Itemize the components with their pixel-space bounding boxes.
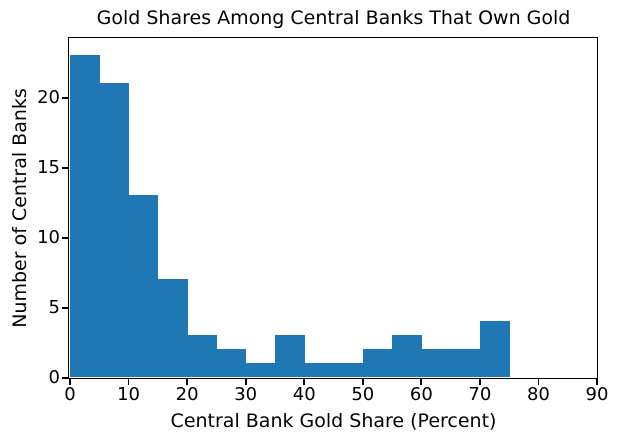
histogram-bar [479, 321, 510, 377]
x-axis-tick [420, 379, 423, 385]
x-axis-tick-label: 90 [585, 384, 609, 405]
histogram-bar [70, 55, 100, 377]
x-axis-tick [596, 379, 598, 385]
histogram-bar [99, 83, 130, 377]
y-axis-tick [61, 377, 69, 379]
x-axis-tick [69, 379, 71, 385]
histogram-bar [392, 335, 422, 377]
plot-area [70, 39, 597, 377]
y-axis-tick-label: 20 [37, 87, 60, 109]
histogram-bar [187, 335, 217, 377]
x-axis-tick-label: 0 [64, 384, 76, 405]
x-axis-tick-label: 60 [409, 384, 433, 405]
x-axis-tick [361, 379, 364, 385]
histogram-bar [362, 349, 393, 377]
x-axis-tick [127, 379, 130, 385]
x-axis-tick [303, 379, 306, 385]
histogram-bar [333, 363, 364, 377]
histogram-bar [128, 195, 159, 377]
y-axis-tick [61, 237, 69, 239]
x-axis-tick [478, 379, 481, 385]
chart-title: Gold Shares Among Central Banks That Own… [96, 7, 571, 29]
y-axis-tick-label: 0 [48, 367, 60, 388]
histogram-bar [450, 349, 481, 377]
histogram-bar [421, 349, 452, 377]
y-axis-tick [61, 167, 69, 169]
x-axis-tick-label: 30 [234, 384, 258, 405]
x-axis-tick-label: 40 [292, 384, 316, 405]
histogram-bar [157, 279, 188, 377]
x-axis-label: Central Bank Gold Share (Percent) [170, 410, 497, 432]
histogram-bar [216, 349, 247, 377]
y-axis-tick-label: 10 [37, 227, 60, 249]
x-axis-tick [186, 379, 188, 385]
x-axis-tick-label: 50 [351, 384, 375, 405]
y-axis-tick-label: 15 [37, 157, 60, 179]
x-axis-tick-label: 10 [117, 384, 140, 405]
y-axis-tick [61, 307, 69, 309]
y-axis-tick [61, 97, 69, 99]
x-axis-tick [537, 379, 540, 385]
x-axis-tick-label: 70 [468, 384, 492, 405]
histogram-bar [304, 363, 335, 377]
x-axis-tick [244, 379, 247, 385]
histogram-bar [245, 363, 276, 377]
y-axis-label: Number of Central Banks [9, 88, 31, 328]
x-axis-tick-label: 80 [526, 384, 550, 405]
y-axis-tick-label: 5 [48, 297, 60, 319]
histogram-bar [274, 335, 305, 377]
x-axis-tick-label: 20 [175, 384, 199, 405]
